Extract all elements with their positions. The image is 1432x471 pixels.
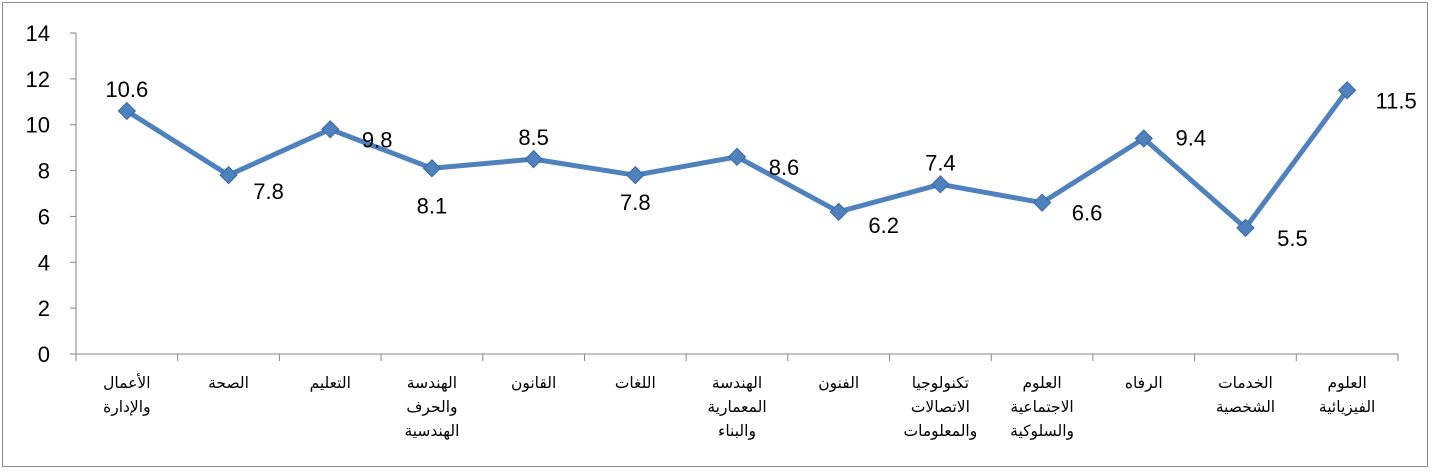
x-tick-label: تكنولوجيا الاتصالات والمعلومات bbox=[904, 374, 978, 441]
data-label: 6.2 bbox=[868, 213, 899, 238]
data-point-marker bbox=[727, 147, 747, 167]
data-point-marker bbox=[829, 202, 848, 222]
data-label: 7.8 bbox=[620, 190, 651, 215]
data-label: 9.4 bbox=[1175, 125, 1206, 150]
y-tick-label: 4 bbox=[38, 250, 50, 275]
data-point-marker bbox=[117, 101, 137, 121]
axes: 0 2 4 6 8 10 12 14 bbox=[26, 21, 1399, 367]
y-tick-label: 8 bbox=[38, 159, 50, 184]
data-label: 11.5 bbox=[1376, 88, 1417, 113]
x-tick-label: الفنون bbox=[818, 374, 859, 392]
x-tick-label: الصحة bbox=[208, 374, 249, 392]
data-point-marker bbox=[321, 120, 340, 139]
x-tick-label: اللغات bbox=[615, 374, 656, 392]
y-tick-label: 6 bbox=[38, 204, 50, 229]
data-point-marker bbox=[219, 165, 238, 185]
x-tick-label: العلوم الاجتماعية والسلوكية bbox=[1010, 374, 1074, 441]
data-label: 8.6 bbox=[769, 155, 800, 180]
x-tick-label: الرفاه bbox=[1125, 374, 1163, 392]
data-point-marker bbox=[1236, 218, 1255, 238]
data-point-marker bbox=[626, 165, 645, 185]
data-point-marker bbox=[1032, 193, 1052, 212]
data-point-marker bbox=[1337, 81, 1357, 100]
x-tick-label: العلوم الفيزيائية bbox=[1319, 374, 1375, 416]
data-point-marker bbox=[931, 175, 950, 194]
y-tick-label: 0 bbox=[38, 342, 50, 367]
data-label: 9.8 bbox=[362, 127, 393, 152]
data-label: 8.1 bbox=[417, 193, 448, 218]
data-point-marker bbox=[524, 149, 543, 169]
y-tick-label: 12 bbox=[26, 67, 50, 92]
y-tick-label: 14 bbox=[26, 21, 50, 46]
data-label: 6.6 bbox=[1072, 201, 1103, 226]
data-label: 10.6 bbox=[105, 77, 148, 102]
x-tick-label: الأعمال والإدارة bbox=[103, 373, 150, 417]
x-category-labels: الأعمال والإدارة الصحة التعليم الهندسة والحرف… bbox=[103, 373, 1375, 441]
x-tick-label: الهندسة المعمارية والبناء bbox=[707, 374, 766, 441]
x-tick-label: الهندسة والحرف الهندسية bbox=[404, 374, 459, 441]
y-tick-label: 2 bbox=[38, 296, 50, 321]
y-tick-label: 10 bbox=[26, 113, 50, 138]
x-tick-label: القانون bbox=[511, 374, 556, 392]
data-point-marker bbox=[1134, 129, 1153, 148]
data-label: 7.4 bbox=[925, 150, 956, 175]
data-label: 7.8 bbox=[253, 179, 284, 204]
data-point-marker bbox=[422, 159, 442, 178]
x-tick-label: الخدمات الشخصية bbox=[1216, 374, 1275, 416]
data-label: 8.5 bbox=[518, 125, 549, 150]
data-label: 5.5 bbox=[1277, 226, 1308, 251]
x-tick-label: التعليم bbox=[310, 374, 351, 392]
